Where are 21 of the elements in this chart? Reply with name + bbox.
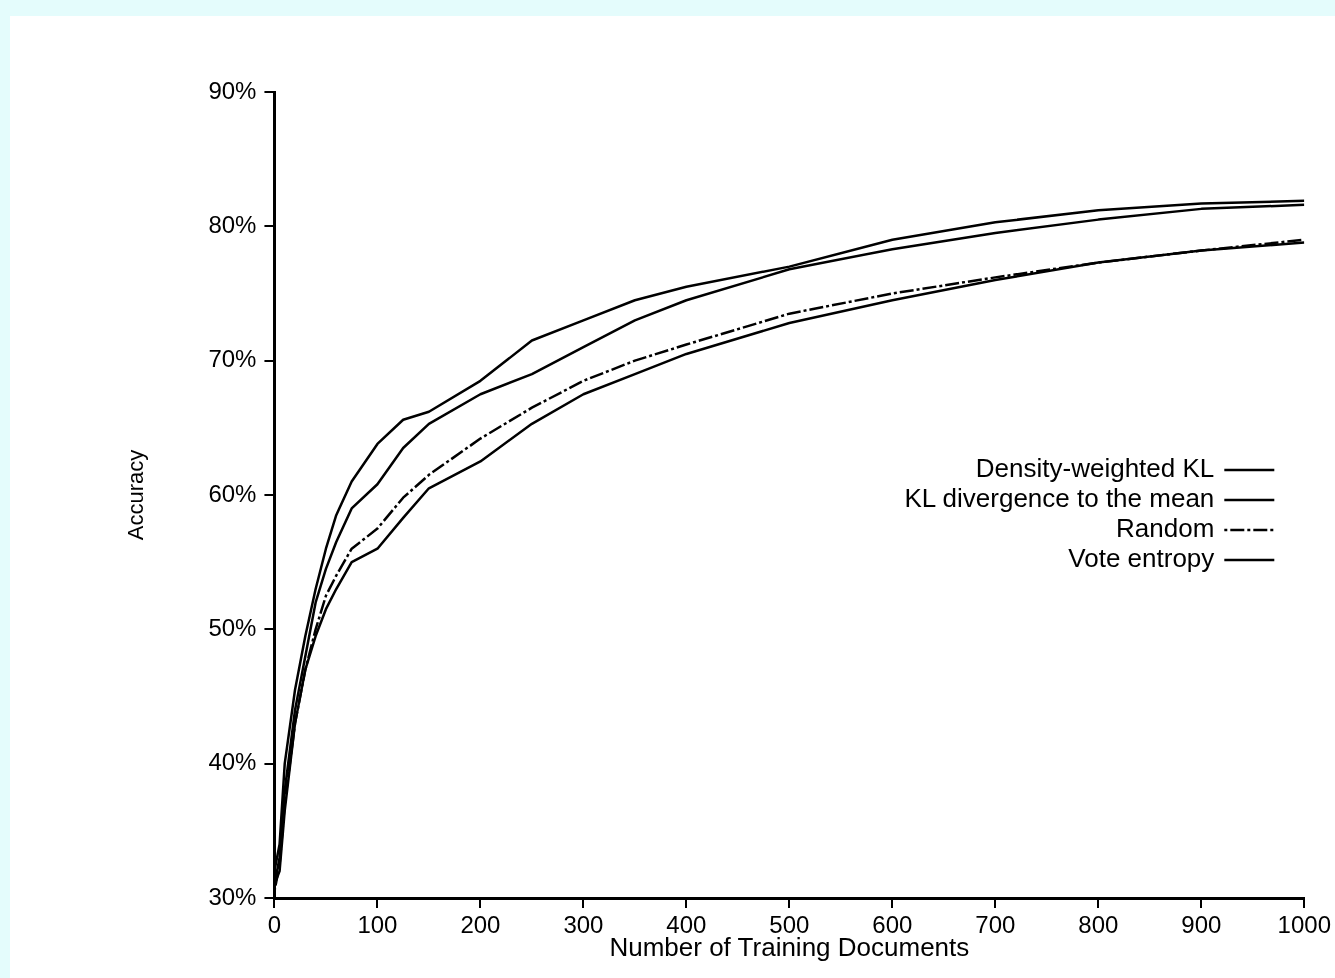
- x-tick-label: 600: [872, 911, 913, 939]
- y-tick-label: 40%: [208, 748, 257, 776]
- y-axis-title: Accuracy: [123, 449, 149, 541]
- y-tick-label: 90%: [208, 76, 257, 104]
- legend-label: KL divergence to the mean: [904, 483, 1215, 514]
- y-tick-label: 30%: [208, 882, 257, 910]
- x-tick-label: 300: [563, 911, 604, 939]
- x-tick-label: 700: [975, 911, 1016, 939]
- y-tick-label: 70%: [208, 345, 257, 373]
- x-tick-label: 1000: [1277, 911, 1331, 939]
- y-tick-label: 50%: [208, 613, 257, 641]
- x-tick-label: 100: [357, 911, 398, 939]
- legend-label: Vote entropy: [1068, 543, 1215, 574]
- x-tick-label: 0: [267, 911, 282, 939]
- legend-label: Density-weighted KL: [975, 453, 1215, 484]
- x-tick-label: 900: [1181, 911, 1222, 939]
- legend-label: Random: [1116, 513, 1215, 544]
- y-tick-label: 80%: [208, 210, 257, 238]
- x-tick-label: 200: [460, 911, 501, 939]
- x-tick-label: 800: [1078, 911, 1119, 939]
- y-tick-label: 60%: [208, 479, 257, 507]
